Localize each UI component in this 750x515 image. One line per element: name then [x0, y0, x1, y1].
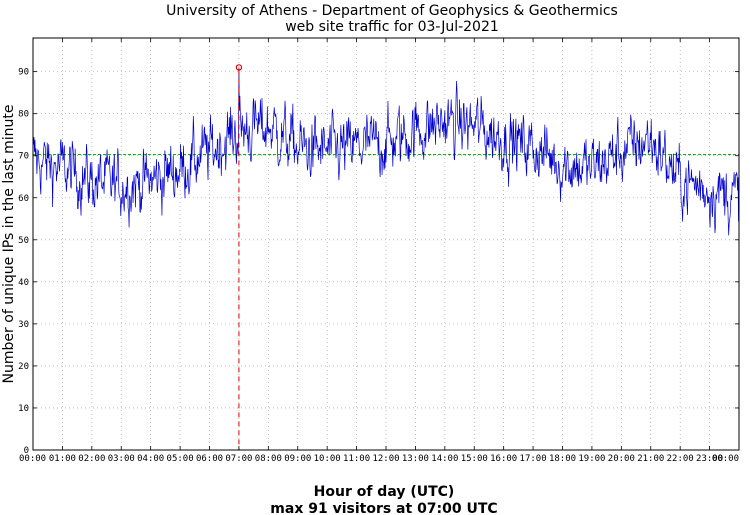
x-tick-label: 04:00 [137, 454, 164, 464]
y-tick-label: 20 [18, 362, 29, 372]
y-tick-label: 90 [18, 68, 29, 78]
x-tick-label: 02:00 [78, 454, 105, 464]
x-tick-label: 13:00 [402, 454, 429, 464]
x-tick-label: 09:00 [284, 454, 311, 464]
y-tick-label: 80 [18, 110, 29, 120]
y-axis-label: Number of unique IPs in the last minute [1, 105, 17, 384]
x-tick-label: 15:00 [461, 454, 488, 464]
grid [33, 38, 739, 450]
chart-title: University of Athens - Department of Geo… [166, 3, 618, 19]
x-tick-label: 11:00 [343, 454, 370, 464]
x-tick-label: 12:00 [372, 454, 399, 464]
y-tick-label: 40 [18, 278, 29, 288]
x-tick-label: 07:00 [225, 454, 252, 464]
x-tick-label: 06:00 [196, 454, 223, 464]
series-group [32, 67, 739, 236]
max-caption: max 91 visitors at 07:00 UTC [270, 501, 497, 515]
x-tick-label: 08:00 [255, 454, 282, 464]
x-tick-label: 22:00 [667, 454, 694, 464]
x-tick-label: 00:00 [19, 454, 46, 464]
x-tick-label: 00:00 [712, 454, 739, 464]
x-tick-label: 16:00 [490, 454, 517, 464]
traffic-series-line [32, 67, 739, 236]
x-tick-label: 18:00 [549, 454, 576, 464]
x-axis-label: Hour of day (UTC) [314, 484, 455, 500]
y-tick-label: 10 [18, 404, 29, 414]
x-tick-label: 21:00 [637, 454, 664, 464]
plot-frame [32, 37, 740, 451]
y-axis: 0 10 20 30 40 50 60 70 80 90 [18, 68, 739, 456]
x-tick-label: 03:00 [108, 454, 135, 464]
y-tick-label: 30 [18, 320, 29, 330]
x-axis: 00:00 01:00 02:00 03:00 04:00 05:00 06:00 07:00… [19, 38, 740, 464]
x-tick-label: 20:00 [608, 454, 635, 464]
x-tick-label: 01:00 [49, 454, 76, 464]
x-tick-label: 19:00 [578, 454, 605, 464]
y-tick-label: 0 [24, 446, 29, 456]
y-tick-label: 70 [18, 152, 29, 162]
x-tick-label: 23:00 [696, 454, 723, 464]
chart-subtitle: web site traffic for 03-Jul-2021 [285, 19, 499, 35]
max-marker-group [235, 64, 243, 450]
max-point-marker [235, 64, 243, 71]
y-tick-label: 50 [18, 236, 29, 246]
x-tick-label: 14:00 [431, 454, 458, 464]
y-tick-label: 60 [18, 194, 29, 204]
x-tick-label: 10:00 [314, 454, 341, 464]
x-tick-label: 17:00 [520, 454, 547, 464]
x-tick-label: 05:00 [167, 454, 194, 464]
